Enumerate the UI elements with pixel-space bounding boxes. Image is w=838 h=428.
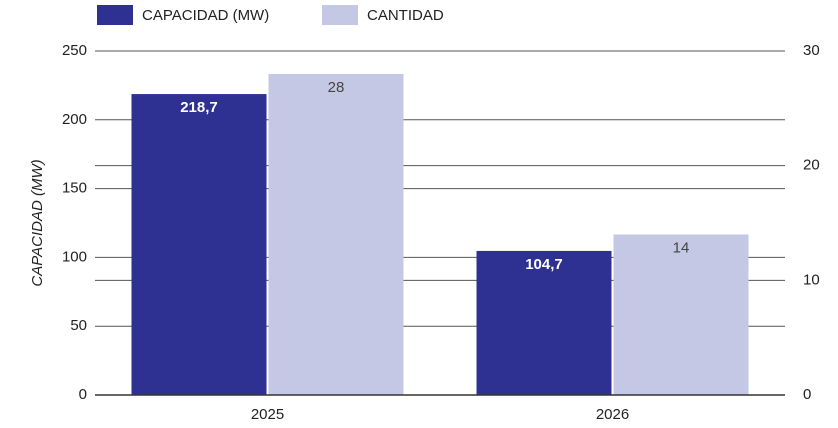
y-tick-label: 100 bbox=[62, 248, 87, 265]
y-tick-label: 50 bbox=[70, 317, 87, 334]
y2-tick-label: 0 bbox=[803, 386, 811, 403]
y2-tick-label: 20 bbox=[803, 157, 820, 174]
legend-label: CANTIDAD bbox=[367, 7, 444, 24]
legend-label: CAPACIDAD (MW) bbox=[142, 7, 269, 24]
bar bbox=[613, 234, 749, 395]
data-label: 218,7 bbox=[180, 99, 218, 116]
x-tick-label: 2025 bbox=[251, 406, 284, 423]
y-axis-title: CAPACIDAD (MW) bbox=[29, 159, 46, 286]
y-tick-label: 0 bbox=[79, 386, 87, 403]
legend-swatch bbox=[97, 5, 133, 25]
y2-tick-label: 10 bbox=[803, 271, 820, 288]
bar bbox=[131, 94, 267, 396]
y2-tick-label: 30 bbox=[803, 42, 820, 59]
data-label: 104,7 bbox=[525, 256, 563, 273]
y-tick-label: 200 bbox=[62, 111, 87, 128]
legend-swatch bbox=[322, 5, 358, 25]
bar bbox=[476, 250, 612, 395]
bar bbox=[268, 73, 404, 395]
data-label: 28 bbox=[328, 79, 345, 96]
data-label: 14 bbox=[673, 239, 690, 256]
y-tick-label: 250 bbox=[62, 42, 87, 59]
y-tick-label: 150 bbox=[62, 180, 87, 197]
x-tick-label: 2026 bbox=[596, 406, 629, 423]
